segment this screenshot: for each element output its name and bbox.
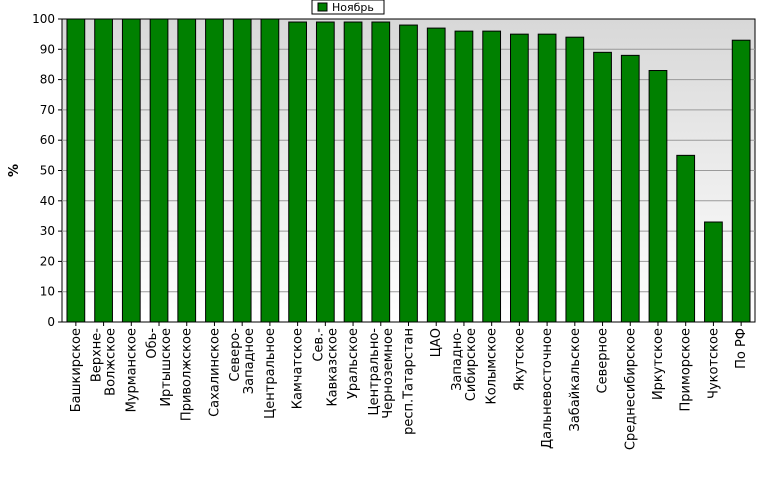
- category-label: Центральное: [263, 328, 278, 419]
- bar: [343, 21, 363, 323]
- y-tick-label: 90: [40, 42, 55, 56]
- category-label: Центрально-: [367, 328, 382, 416]
- y-axis-ticks: 0 10 20 30 40 50 60 70 80 90 100: [32, 12, 62, 329]
- x-axis-labels: Башкирское Верхне- Волжское Мурманское Обь- И…: [69, 322, 749, 450]
- category-label: Башкирское: [69, 328, 84, 412]
- category-label: Иркутское: [651, 328, 666, 400]
- bar: [676, 154, 696, 323]
- category-label: Мурманское: [124, 328, 139, 412]
- bar: [315, 21, 335, 323]
- y-tick-label: 0: [47, 315, 55, 329]
- category-label: Западное: [242, 328, 257, 394]
- category-label: Колымское: [485, 328, 500, 405]
- y-tick-label: 30: [40, 224, 55, 238]
- category-label: Кавказское: [325, 328, 340, 407]
- category-label: Якутское: [512, 328, 527, 391]
- category-label: Северо-: [228, 328, 243, 382]
- category-label: Камчатское: [291, 328, 306, 409]
- category-label: респ.Татарстан: [402, 328, 417, 435]
- bar: [593, 51, 612, 323]
- category-label: Волжское: [104, 328, 119, 396]
- bar: [121, 18, 141, 323]
- y-tick-label: 100: [32, 12, 55, 26]
- category-label: Приморское: [679, 328, 694, 411]
- legend-label: Ноябрь: [332, 1, 374, 14]
- y-tick-label: 60: [40, 133, 55, 147]
- y-tick-label: 70: [40, 103, 55, 117]
- category-label: Верхне-: [90, 328, 105, 382]
- bar: [704, 221, 723, 323]
- category-label: Обь-: [145, 328, 160, 359]
- bar: [205, 18, 224, 323]
- bar: [371, 21, 391, 323]
- category-label: Сибирское: [464, 328, 479, 401]
- y-axis-title: %: [7, 164, 22, 177]
- category-label: Иртышское: [159, 328, 174, 407]
- bar: [149, 18, 169, 323]
- bar: [66, 18, 86, 323]
- category-label: Среднесибирское: [623, 328, 638, 450]
- bar: [482, 30, 502, 323]
- y-tick-label: 20: [40, 254, 55, 268]
- bar: [648, 70, 668, 323]
- category-label: Черноземное: [381, 328, 396, 419]
- bar: [232, 18, 252, 323]
- bar: [565, 36, 585, 323]
- y-tick-label: 80: [40, 73, 55, 87]
- category-label: Чукотское: [706, 328, 721, 399]
- category-label: Приволжское: [180, 328, 195, 421]
- bar: [288, 21, 307, 323]
- category-label: Забайкальское: [568, 328, 583, 431]
- bar: [426, 27, 446, 323]
- category-label: Сахалинское: [207, 328, 222, 417]
- y-tick-label: 10: [40, 285, 55, 299]
- bar: [177, 18, 197, 323]
- bar: [399, 24, 418, 323]
- legend-box: [311, 0, 385, 15]
- bar: [510, 33, 529, 323]
- bar: [731, 39, 751, 323]
- bar: [537, 33, 557, 323]
- legend: Ноябрь: [311, 0, 385, 15]
- bars: [66, 18, 751, 323]
- y-tick-label: 50: [40, 164, 55, 178]
- category-label: Западно-: [450, 328, 465, 391]
- y-tick-label: 40: [40, 194, 55, 208]
- category-label: По РФ: [734, 328, 749, 369]
- category-label: Уральское: [346, 328, 361, 399]
- bar: [94, 18, 113, 323]
- category-label: Сев.-: [311, 328, 326, 362]
- bar: [454, 30, 474, 323]
- category-label: Дальневосточное: [540, 328, 555, 449]
- bar: [260, 18, 280, 323]
- legend-swatch: [317, 2, 328, 12]
- category-label: ЦАО: [429, 328, 444, 357]
- bar: [620, 54, 640, 323]
- category-label: Северное: [596, 328, 611, 393]
